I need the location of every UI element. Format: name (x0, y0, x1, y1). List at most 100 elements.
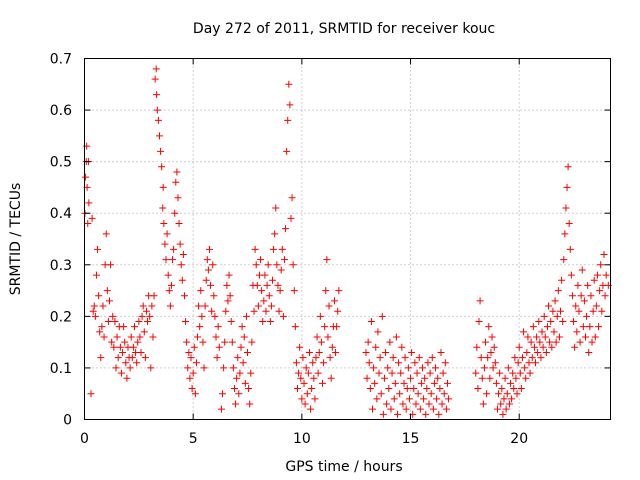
data-point (366, 385, 374, 393)
data-point (577, 292, 585, 300)
data-point (149, 333, 157, 341)
data-point (541, 333, 549, 341)
data-point (302, 364, 310, 372)
data-point (97, 354, 105, 362)
data-point (201, 302, 209, 310)
data-point (593, 271, 601, 279)
data-point (284, 116, 292, 124)
data-point (479, 400, 487, 408)
data-point (191, 390, 199, 398)
data-point (424, 359, 432, 367)
data-point (223, 281, 231, 289)
data-point (303, 390, 311, 398)
y-tick-label: 0.6 (50, 103, 72, 119)
data-point (407, 374, 415, 382)
data-point (320, 359, 328, 367)
data-point (312, 354, 320, 362)
data-point (174, 194, 182, 202)
data-point (98, 323, 106, 331)
data-point (587, 292, 595, 300)
data-point (142, 307, 150, 315)
data-point (171, 209, 179, 217)
data-point (545, 302, 553, 310)
data-point (275, 307, 283, 315)
data-point (147, 364, 155, 372)
data-point (292, 359, 300, 367)
data-point (422, 410, 430, 418)
data-point (112, 364, 120, 372)
data-point (572, 302, 580, 310)
data-point (153, 106, 161, 114)
data-point (283, 147, 291, 155)
x-tick-label: 15 (402, 431, 420, 447)
data-point (264, 261, 272, 269)
data-point (199, 338, 207, 346)
data-point (123, 374, 131, 382)
data-point (158, 163, 166, 171)
data-point (230, 385, 238, 393)
data-point (122, 359, 130, 367)
data-point (521, 364, 529, 372)
data-point (432, 364, 440, 372)
data-point (294, 385, 302, 393)
data-point (183, 338, 191, 346)
data-point (179, 250, 187, 258)
data-point (592, 302, 600, 310)
data-point (498, 385, 506, 393)
data-point (391, 379, 399, 387)
data-point (170, 245, 178, 253)
data-point (559, 318, 567, 326)
data-point (315, 348, 323, 356)
data-point (151, 75, 159, 83)
data-point (140, 328, 148, 336)
data-point (146, 312, 154, 320)
data-point (574, 281, 582, 289)
data-point (499, 410, 507, 418)
data-point (552, 338, 560, 346)
data-point (250, 307, 258, 315)
data-point (514, 359, 522, 367)
data-point (121, 338, 129, 346)
data-point (565, 220, 573, 228)
data-point (476, 297, 484, 305)
data-point (400, 379, 408, 387)
data-point (543, 323, 551, 331)
data-point (161, 240, 169, 248)
data-point (214, 323, 222, 331)
data-point (482, 338, 490, 346)
data-point (588, 338, 596, 346)
data-point (495, 390, 503, 398)
data-point (195, 302, 203, 310)
data-point (192, 359, 200, 367)
data-point (428, 354, 436, 362)
data-point (144, 318, 152, 326)
data-point (602, 271, 610, 279)
y-tick-label: 0 (63, 413, 72, 429)
data-point (204, 266, 212, 274)
data-point (194, 333, 202, 341)
data-point (474, 385, 482, 393)
data-point (382, 348, 390, 356)
data-point (523, 348, 531, 356)
data-point (116, 343, 124, 351)
data-point (365, 359, 373, 367)
data-point (139, 302, 147, 310)
data-point (189, 369, 197, 377)
axis-ticks (84, 58, 611, 420)
y-tick-label: 0.2 (50, 309, 72, 325)
data-point (289, 261, 297, 269)
data-point (497, 400, 505, 408)
data-point (150, 292, 158, 300)
data-point (536, 338, 544, 346)
data-point (385, 385, 393, 393)
data-point (163, 230, 171, 238)
data-point (159, 183, 167, 191)
data-point (290, 287, 298, 295)
x-tick-label: 0 (80, 431, 89, 447)
data-point (503, 390, 511, 398)
data-point (501, 374, 509, 382)
data-point (184, 364, 192, 372)
data-point (196, 323, 204, 331)
data-point (335, 287, 343, 295)
